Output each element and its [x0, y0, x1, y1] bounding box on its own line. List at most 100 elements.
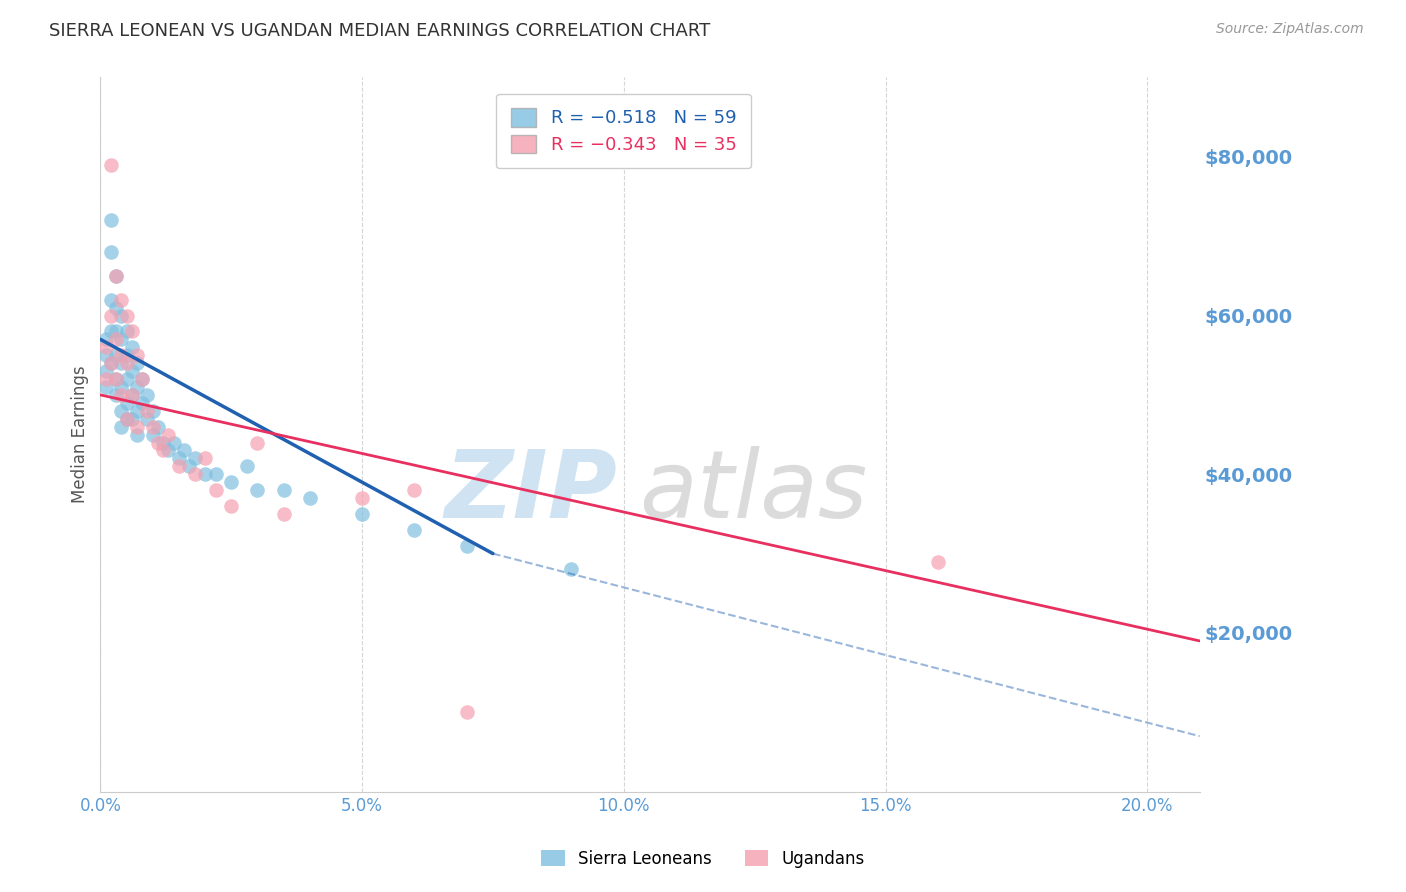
Point	[94, 332, 117, 346]
Point	[105, 301, 128, 315]
Legend: R = −0.518   N = 59, R = −0.343   N = 35: R = −0.518 N = 59, R = −0.343 N = 35	[496, 94, 751, 169]
Point	[125, 380, 148, 394]
Text: Source: ZipAtlas.com: Source: ZipAtlas.com	[1216, 22, 1364, 37]
Point	[110, 380, 132, 394]
Point	[110, 348, 132, 362]
Point	[142, 427, 165, 442]
Point	[146, 419, 169, 434]
Point	[131, 372, 153, 386]
Point	[404, 483, 426, 497]
Point	[94, 348, 117, 362]
Point	[167, 459, 190, 474]
Point	[456, 539, 478, 553]
Point	[105, 268, 128, 283]
Legend: Sierra Leoneans, Ugandans: Sierra Leoneans, Ugandans	[534, 844, 872, 875]
Point	[179, 459, 201, 474]
Point	[273, 507, 295, 521]
Point	[110, 403, 132, 417]
Point	[115, 356, 138, 370]
Point	[110, 419, 132, 434]
Text: ZIP: ZIP	[444, 446, 617, 538]
Point	[105, 372, 128, 386]
Point	[94, 380, 117, 394]
Point	[136, 403, 159, 417]
Point	[352, 507, 374, 521]
Point	[142, 403, 165, 417]
Point	[927, 555, 949, 569]
Point	[100, 356, 122, 370]
Point	[219, 475, 242, 490]
Point	[157, 427, 180, 442]
Point	[100, 325, 122, 339]
Point	[167, 451, 190, 466]
Point	[121, 411, 143, 425]
Point	[115, 309, 138, 323]
Point	[131, 372, 153, 386]
Point	[105, 388, 128, 402]
Point	[94, 340, 117, 354]
Point	[100, 213, 122, 227]
Point	[105, 332, 128, 346]
Point	[115, 325, 138, 339]
Point	[204, 467, 226, 482]
Point	[94, 372, 117, 386]
Point	[115, 372, 138, 386]
Point	[115, 411, 138, 425]
Point	[105, 325, 128, 339]
Y-axis label: Median Earnings: Median Earnings	[72, 366, 89, 503]
Point	[125, 419, 148, 434]
Point	[183, 467, 205, 482]
Point	[105, 372, 128, 386]
Point	[100, 356, 122, 370]
Point	[115, 411, 138, 425]
Point	[146, 435, 169, 450]
Point	[152, 435, 174, 450]
Point	[183, 451, 205, 466]
Point	[110, 356, 132, 370]
Point	[105, 268, 128, 283]
Point	[110, 388, 132, 402]
Point	[121, 388, 143, 402]
Point	[121, 340, 143, 354]
Point	[125, 356, 148, 370]
Point	[142, 419, 165, 434]
Point	[131, 396, 153, 410]
Point	[110, 309, 132, 323]
Point	[115, 396, 138, 410]
Point	[136, 411, 159, 425]
Point	[94, 364, 117, 378]
Point	[121, 364, 143, 378]
Point	[115, 348, 138, 362]
Point	[194, 451, 217, 466]
Point	[121, 388, 143, 402]
Point	[110, 293, 132, 307]
Point	[105, 348, 128, 362]
Point	[456, 706, 478, 720]
Point	[157, 443, 180, 458]
Point	[246, 435, 269, 450]
Point	[246, 483, 269, 497]
Text: SIERRA LEONEAN VS UGANDAN MEDIAN EARNINGS CORRELATION CHART: SIERRA LEONEAN VS UGANDAN MEDIAN EARNING…	[49, 22, 710, 40]
Point	[204, 483, 226, 497]
Point	[152, 443, 174, 458]
Point	[100, 293, 122, 307]
Point	[125, 348, 148, 362]
Point	[404, 523, 426, 537]
Point	[136, 388, 159, 402]
Point	[100, 245, 122, 260]
Point	[194, 467, 217, 482]
Point	[100, 158, 122, 172]
Point	[273, 483, 295, 497]
Point	[125, 427, 148, 442]
Text: atlas: atlas	[638, 446, 868, 537]
Point	[162, 435, 184, 450]
Point	[219, 499, 242, 513]
Point	[121, 325, 143, 339]
Point	[560, 562, 582, 576]
Point	[173, 443, 195, 458]
Point	[100, 309, 122, 323]
Point	[125, 403, 148, 417]
Point	[236, 459, 259, 474]
Point	[352, 491, 374, 505]
Point	[298, 491, 321, 505]
